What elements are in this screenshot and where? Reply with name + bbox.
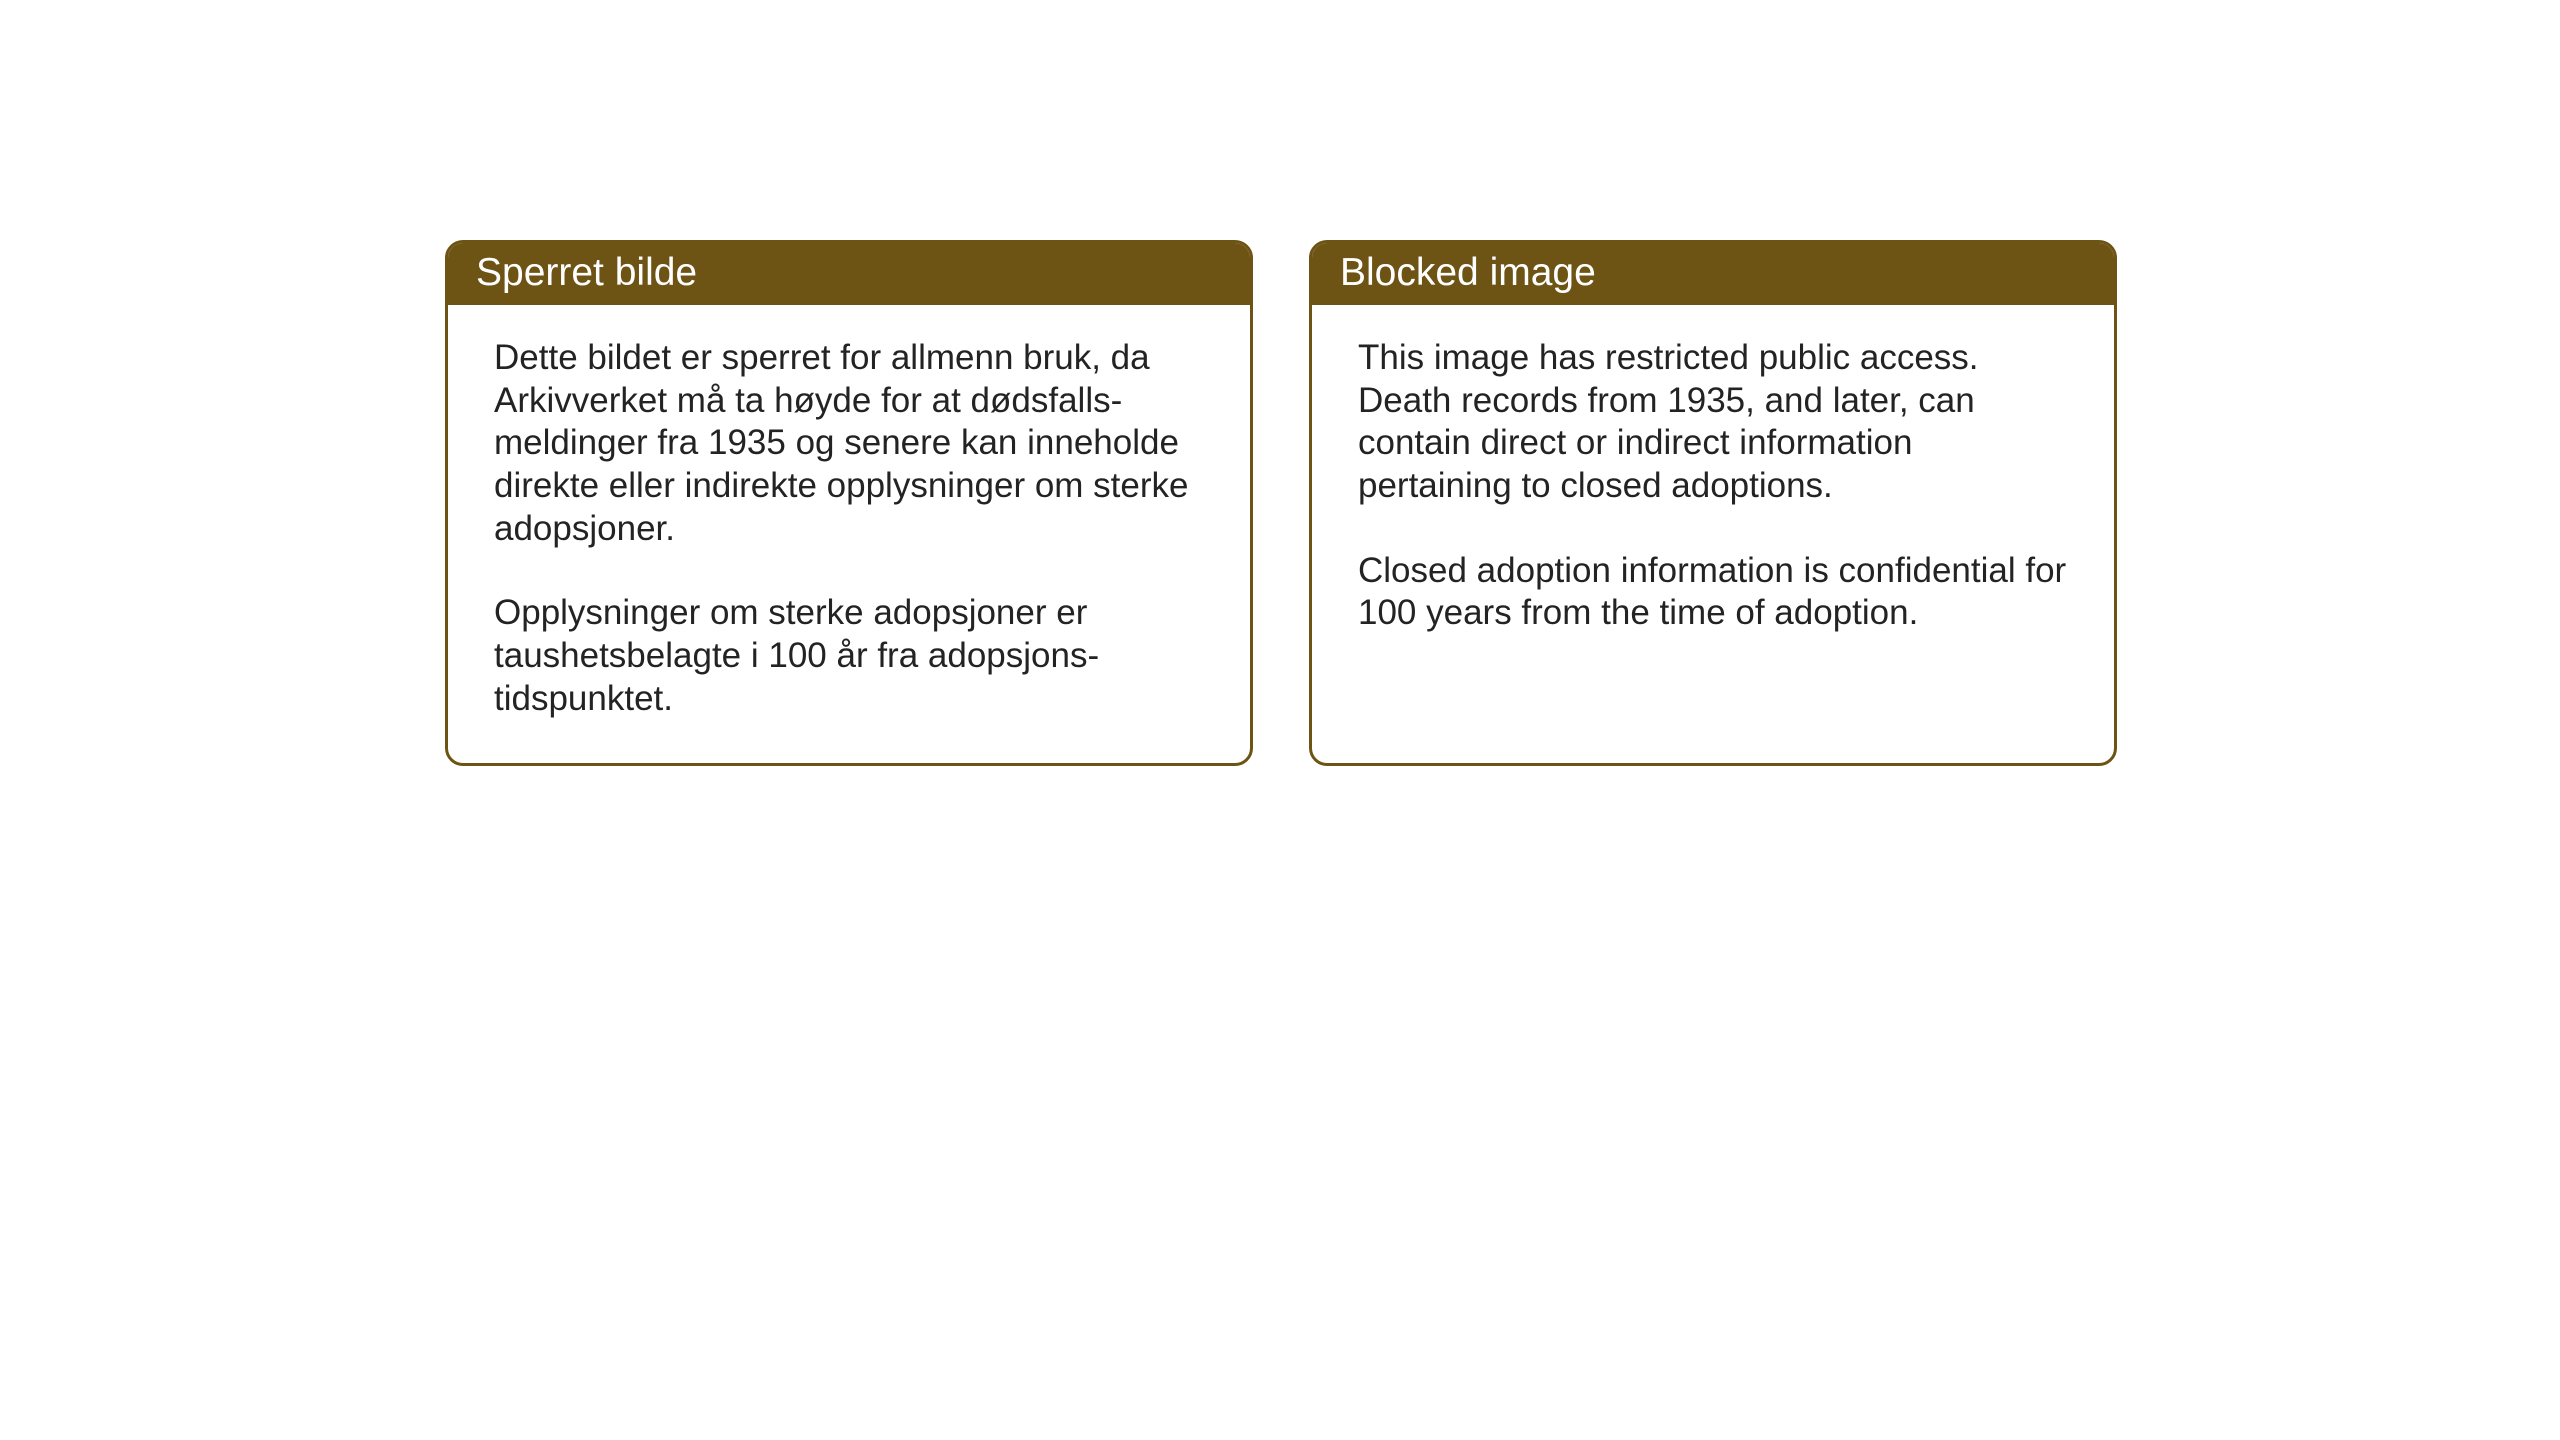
notice-body-english: This image has restricted public access.… — [1312, 305, 2114, 735]
notice-paragraph-2-english: Closed adoption information is confident… — [1358, 550, 2068, 635]
notice-box-english: Blocked image This image has restricted … — [1309, 240, 2117, 766]
notice-container: Sperret bilde Dette bildet er sperret fo… — [445, 240, 2117, 766]
notice-paragraph-2-norwegian: Opplysninger om sterke adopsjoner er tau… — [494, 592, 1204, 720]
notice-header-english: Blocked image — [1312, 243, 2114, 305]
notice-box-norwegian: Sperret bilde Dette bildet er sperret fo… — [445, 240, 1253, 766]
notice-title-english: Blocked image — [1340, 251, 1596, 294]
notice-header-norwegian: Sperret bilde — [448, 243, 1250, 305]
notice-body-norwegian: Dette bildet er sperret for allmenn bruk… — [448, 305, 1250, 763]
notice-title-norwegian: Sperret bilde — [476, 251, 697, 294]
notice-paragraph-1-english: This image has restricted public access.… — [1358, 337, 2068, 508]
notice-paragraph-1-norwegian: Dette bildet er sperret for allmenn bruk… — [494, 337, 1204, 550]
